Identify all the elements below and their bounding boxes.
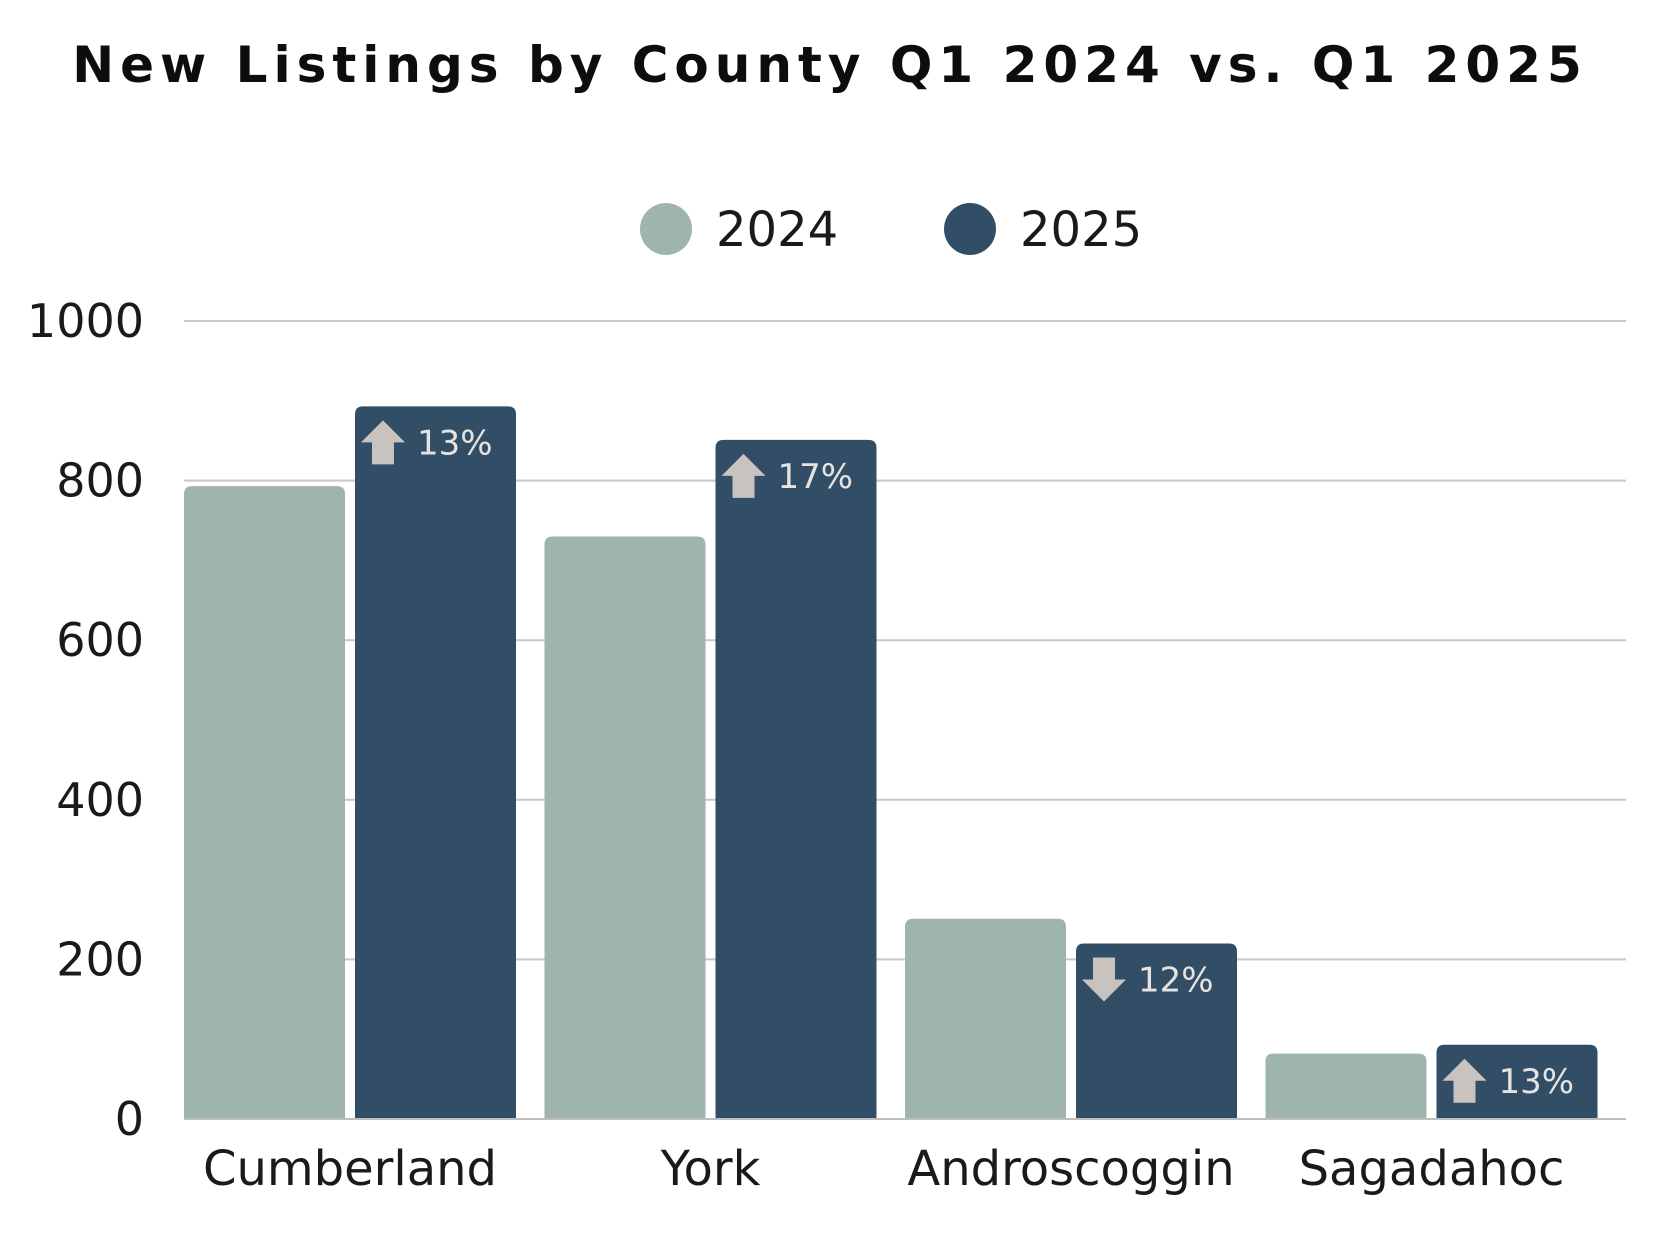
bar-cumberland-2024 bbox=[184, 486, 345, 1119]
change-label-androscoggin: 12% bbox=[1138, 960, 1214, 1000]
x-axis: Cumberland York Androscoggin Sagadahoc bbox=[184, 1118, 1626, 1197]
x-tick-label-androscoggin: Androscoggin bbox=[907, 1141, 1234, 1197]
bars: 13% 17% 12% 13% bbox=[184, 406, 1598, 1120]
bar-york-2024 bbox=[544, 536, 706, 1119]
bar-sagadahoc-2024 bbox=[1265, 1053, 1427, 1119]
legend-marker-2025 bbox=[944, 203, 996, 255]
bar-cumberland-2025 bbox=[355, 406, 516, 1119]
x-tick-label-cumberland: Cumberland bbox=[203, 1141, 497, 1197]
y-tick-label-800: 800 bbox=[56, 454, 144, 508]
legend-marker-2024 bbox=[640, 203, 692, 255]
chart-title: New Listings by County Q1 2024 vs. Q1 20… bbox=[72, 36, 1588, 94]
y-tick-label-400: 400 bbox=[56, 773, 144, 827]
arrow-down-icon bbox=[1082, 957, 1126, 1002]
y-axis: 0 200 400 600 800 1000 bbox=[27, 294, 144, 1146]
y-tick-label-0: 0 bbox=[115, 1092, 144, 1146]
bar-sagadahoc-2025 bbox=[1436, 1044, 1598, 1119]
legend-label-2024: 2024 bbox=[716, 202, 838, 258]
change-label-sagadahoc: 13% bbox=[1499, 1062, 1575, 1102]
y-tick-label-600: 600 bbox=[56, 613, 144, 667]
bar-androscoggin-2024 bbox=[905, 918, 1066, 1119]
legend-label-2025: 2025 bbox=[1020, 202, 1142, 258]
arrow-up-icon bbox=[721, 453, 766, 498]
change-label-cumberland: 13% bbox=[417, 423, 493, 463]
bar-york-2025 bbox=[715, 439, 877, 1120]
legend: 2024 2025 bbox=[640, 202, 1142, 258]
arrow-up-icon bbox=[361, 420, 405, 465]
y-tick-label-1000: 1000 bbox=[27, 294, 144, 348]
arrow-up-icon bbox=[1442, 1058, 1487, 1103]
y-tick-label-200: 200 bbox=[56, 932, 144, 986]
x-tick-label-york: York bbox=[660, 1141, 761, 1197]
x-tick-label-sagadahoc: Sagadahoc bbox=[1299, 1141, 1565, 1197]
change-label-york: 17% bbox=[778, 457, 854, 497]
